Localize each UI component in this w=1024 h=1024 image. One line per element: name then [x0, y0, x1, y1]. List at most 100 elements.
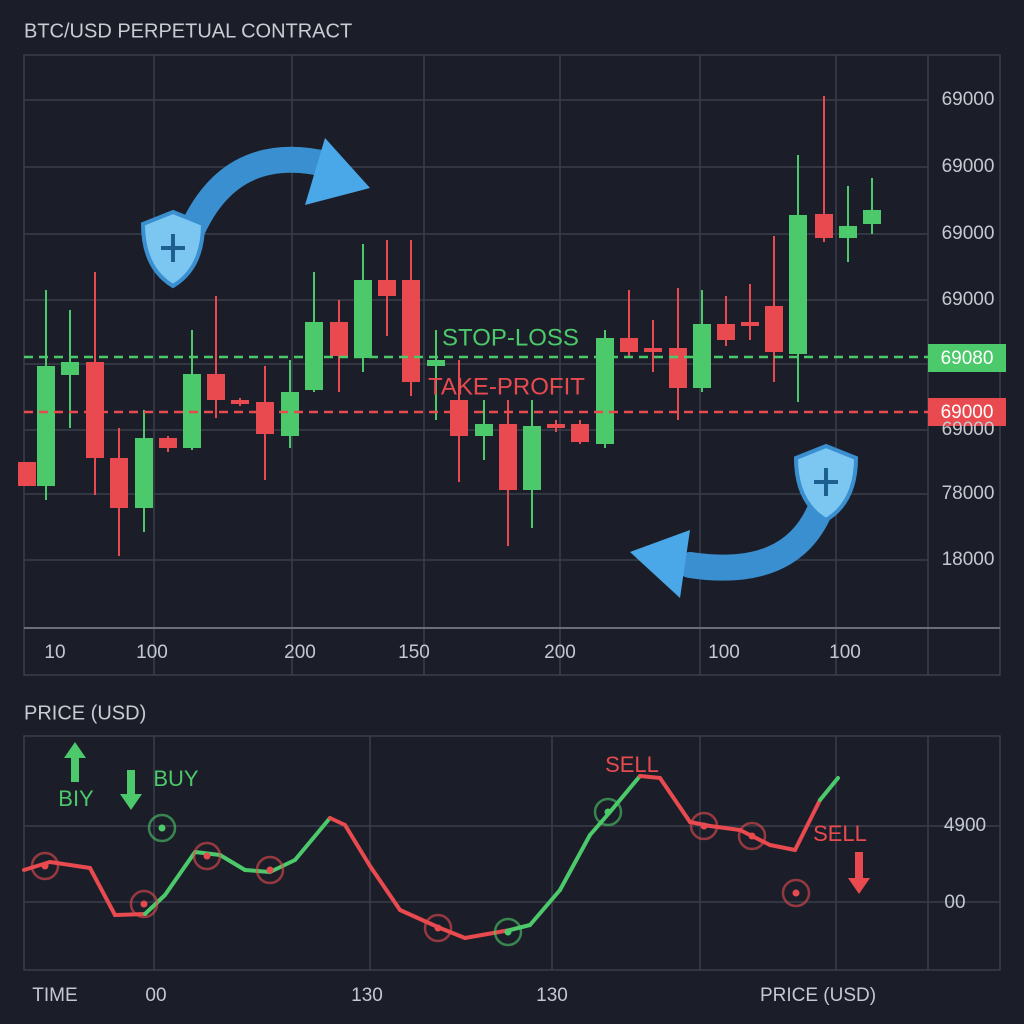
- take-profit-tag-text: 69000: [941, 402, 994, 423]
- stop-loss-tag-text: 69080: [941, 348, 994, 369]
- candle-body: [596, 338, 614, 444]
- signal-dot: [748, 832, 756, 840]
- y-axis-label: 78000: [942, 483, 995, 504]
- candle-body: [231, 400, 249, 404]
- up-arrow: [64, 742, 86, 782]
- signal-dot: [792, 889, 800, 897]
- signal-annotation: SELL: [605, 752, 659, 777]
- candle-body: [620, 338, 638, 352]
- signal-line: [343, 823, 372, 868]
- signal-line: [163, 850, 197, 897]
- signal-line: [793, 798, 822, 852]
- candle-body: [765, 306, 783, 352]
- signal-marker: [493, 917, 523, 947]
- signal-line: [143, 893, 167, 916]
- x-axis-label: PRICE (USD): [760, 985, 876, 1006]
- signal-dot: [266, 866, 274, 874]
- y-axis-label: 4900: [944, 815, 986, 836]
- shield-cross: [814, 468, 838, 496]
- y-axis-label: 18000: [942, 549, 995, 570]
- candle-body: [523, 426, 541, 490]
- candle-body: [37, 366, 55, 486]
- signal-marker: [593, 797, 623, 827]
- candle-body: [378, 280, 396, 296]
- candle-body: [135, 438, 153, 508]
- x-axis-label: 200: [284, 642, 316, 663]
- candle-body: [330, 322, 348, 356]
- candle-body: [18, 462, 36, 486]
- candle-body: [547, 424, 565, 428]
- y-axis-label: 69000: [942, 223, 995, 244]
- take-profit-tag: [928, 398, 1006, 426]
- signal-line: [368, 864, 402, 912]
- signal-line: [328, 816, 347, 827]
- signal-marker: [30, 851, 60, 881]
- x-axis-label: 130: [536, 985, 568, 1006]
- signal-annotation: BIY: [58, 786, 94, 811]
- signal-line: [658, 776, 692, 824]
- x-axis-label: 100: [708, 642, 740, 663]
- signal-marker: [781, 878, 811, 908]
- signal-line: [558, 833, 592, 892]
- candle-body: [717, 324, 735, 340]
- candle-body: [110, 458, 128, 508]
- candle-body: [789, 215, 807, 354]
- signal-line: [113, 912, 147, 917]
- signal-marker: [737, 821, 767, 851]
- signal-line: [768, 843, 797, 852]
- candle-body: [61, 362, 79, 375]
- signal-dot: [158, 824, 166, 832]
- take-profit-label: TAKE-PROFIT: [428, 373, 585, 400]
- signal-marker: [255, 855, 285, 885]
- candle-body: [499, 424, 517, 490]
- lower-panel-title: PRICE (USD): [24, 702, 146, 724]
- curved-arrow: [177, 146, 343, 248]
- y-axis-label: 00: [944, 892, 965, 913]
- main-chart: STOP-LOSS TAKE-PROFIT 69080 69000 69000 69000…: [18, 54, 1006, 676]
- candle-body: [741, 322, 759, 326]
- candle-body: [207, 374, 225, 400]
- y-axis-label: 69000: [942, 89, 995, 110]
- x-axis-label: TIME: [32, 985, 77, 1006]
- signal-line: [293, 816, 332, 862]
- screen-title: BTC/USD PERPETUAL CONTRACT: [24, 20, 352, 42]
- candle-body: [475, 424, 493, 436]
- candle-body: [354, 280, 372, 358]
- signal-marker: [423, 913, 453, 943]
- candle-body: [159, 438, 177, 448]
- signal-annotation: BUY: [153, 766, 199, 791]
- signal-dot: [504, 928, 512, 936]
- signal-dot: [203, 852, 211, 860]
- down-arrow: [848, 852, 870, 894]
- down-arrow: [120, 770, 142, 810]
- x-axis-label: 100: [829, 642, 861, 663]
- signal-dot: [700, 822, 708, 830]
- panel-frame: [23, 735, 1001, 971]
- candle-body: [427, 360, 445, 366]
- x-axis-label: 10: [44, 642, 65, 663]
- curved-arrow: [677, 497, 833, 581]
- signal-annotation: SELL: [813, 821, 867, 846]
- candle-body: [644, 348, 662, 352]
- x-axis-label: 150: [398, 642, 430, 663]
- candle-body: [863, 210, 881, 224]
- signal-line: [708, 824, 742, 832]
- arrow-head: [305, 138, 370, 205]
- signal-line: [608, 774, 642, 814]
- signal-marker: [147, 813, 177, 843]
- candle-body: [571, 424, 589, 442]
- signal-dot: [41, 862, 49, 870]
- candle-body: [669, 348, 687, 388]
- signal-marker: [192, 841, 222, 871]
- candle-body: [815, 214, 833, 238]
- signal-line: [218, 853, 247, 872]
- stop-loss-label: STOP-LOSS: [442, 324, 579, 351]
- signal-marker: [129, 889, 159, 919]
- shield-cross: [161, 234, 185, 262]
- candle-body: [281, 392, 299, 436]
- y-axis-label: 69000: [942, 156, 995, 177]
- signal-dot: [434, 924, 442, 932]
- x-axis-label: 130: [351, 985, 383, 1006]
